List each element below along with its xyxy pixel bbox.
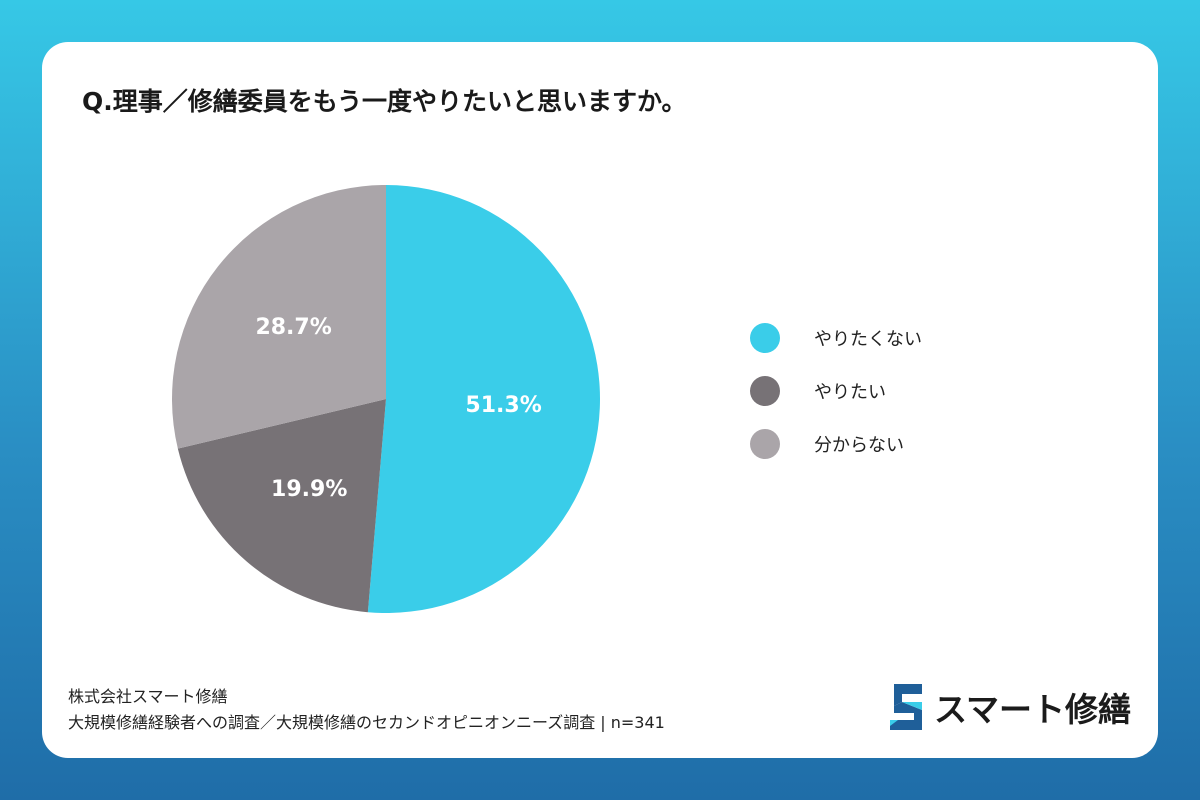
legend-swatch [750,323,780,353]
slice-label: 28.7% [255,315,331,340]
slice-label: 51.3% [465,393,541,418]
footer: 株式会社スマート修繕 大規模修繕経験者への調査／大規模修繕のセカンドオピニオンニ… [68,684,665,736]
footer-company: 株式会社スマート修繕 [68,687,228,706]
legend: やりたくない やりたい 分からない [750,323,922,483]
legend-swatch [750,429,780,459]
legend-item: やりたい [750,376,922,406]
legend-label: 分からない [814,435,904,456]
pie-chart: 51.3% 19.9% 28.7% [171,185,600,613]
legend-label: やりたくない [814,329,922,350]
slice-label: 19.9% [271,477,347,502]
legend-label: やりたい [814,382,886,403]
chart-title: Q.理事／修繕委員をもう一度やりたいと思いますか。 [82,87,687,116]
footer-source: 大規模修繕経験者への調査／大規模修繕のセカンドオピニオンニーズ調査 | n=34… [68,713,665,732]
logo-text: スマート修繕 [934,690,1132,729]
brand-logo: スマート修繕 [888,682,1131,732]
legend-item: 分からない [750,429,922,459]
legend-swatch [750,376,780,406]
pie-slice [367,185,600,613]
pie-slice [177,399,386,613]
pie-slice [171,185,386,449]
s-logo-icon [890,684,922,730]
chart-card: Q.理事／修繕委員をもう一度やりたいと思いますか。 51.3% 19.9% 28.7… [42,42,1158,758]
legend-item: やりたくない [750,323,922,353]
